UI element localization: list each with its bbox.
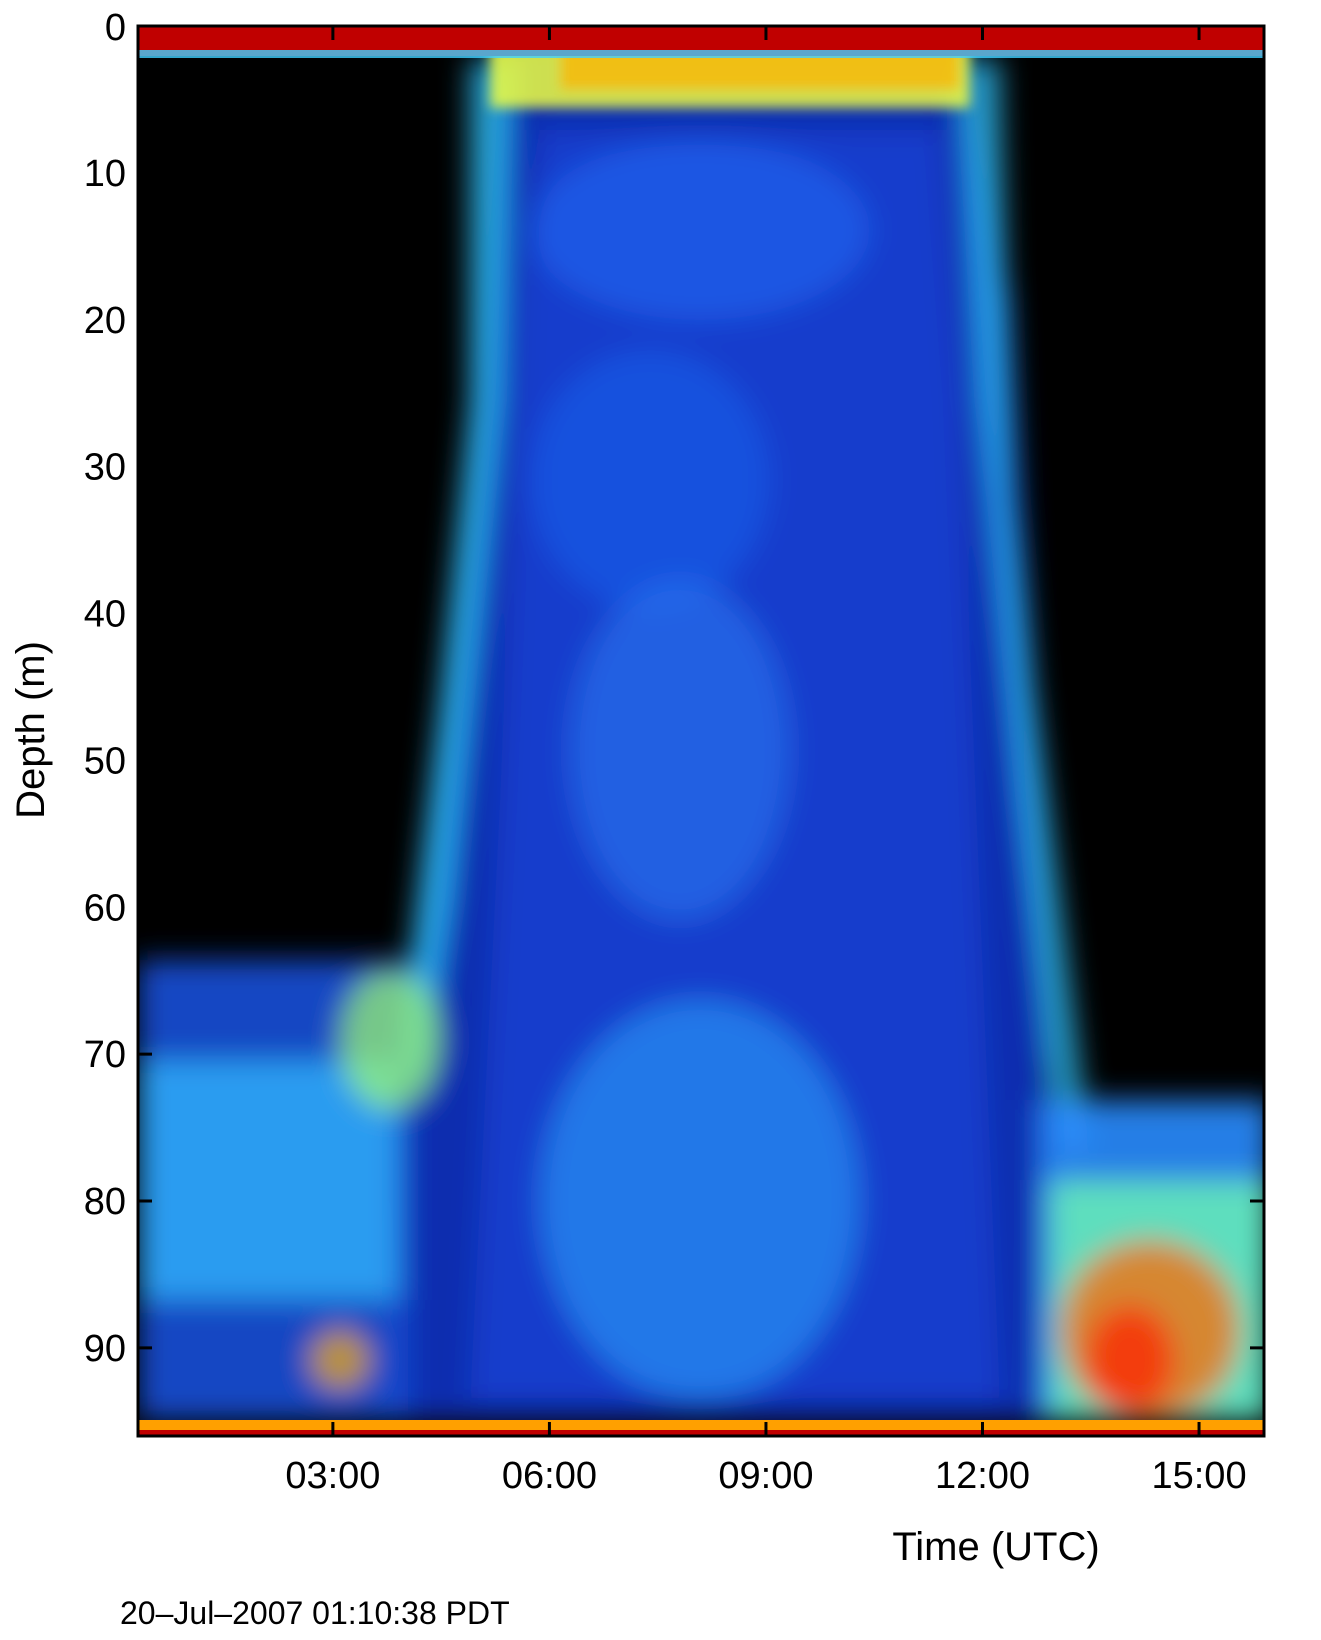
x-tick-label: 12:00 bbox=[935, 1455, 1030, 1497]
y-tick-label: 10 bbox=[84, 153, 126, 195]
footer-timestamp: 20–Jul–2007 01:10:38 PDT bbox=[120, 1595, 510, 1631]
y-tick-label: 20 bbox=[84, 300, 126, 342]
y-tick-label: 70 bbox=[84, 1034, 126, 1076]
y-tick-label: 0 bbox=[105, 7, 126, 49]
y-tick-label: 30 bbox=[84, 447, 126, 489]
y-axis-title: Depth (m) bbox=[9, 641, 53, 819]
x-tick-label: 15:00 bbox=[1151, 1455, 1246, 1497]
y-tick-label: 50 bbox=[84, 740, 126, 782]
x-axis: 03:00 06:00 09:00 12:00 15:00 bbox=[285, 26, 1247, 1497]
x-axis-title: Time (UTC) bbox=[892, 1525, 1099, 1569]
y-tick-label: 90 bbox=[84, 1328, 126, 1370]
y-axis: 0 10 20 30 40 50 60 70 80 90 bbox=[84, 7, 1264, 1370]
y-tick-label: 60 bbox=[84, 887, 126, 929]
y-tick-label: 40 bbox=[84, 594, 126, 636]
x-tick-label: 06:00 bbox=[502, 1455, 597, 1497]
echogram-heatmap bbox=[138, 26, 1264, 1436]
x-tick-label: 03:00 bbox=[285, 1455, 380, 1497]
x-tick-label: 09:00 bbox=[718, 1455, 813, 1497]
y-tick-label: 80 bbox=[84, 1181, 126, 1223]
plot-frame bbox=[136, 24, 1266, 1438]
